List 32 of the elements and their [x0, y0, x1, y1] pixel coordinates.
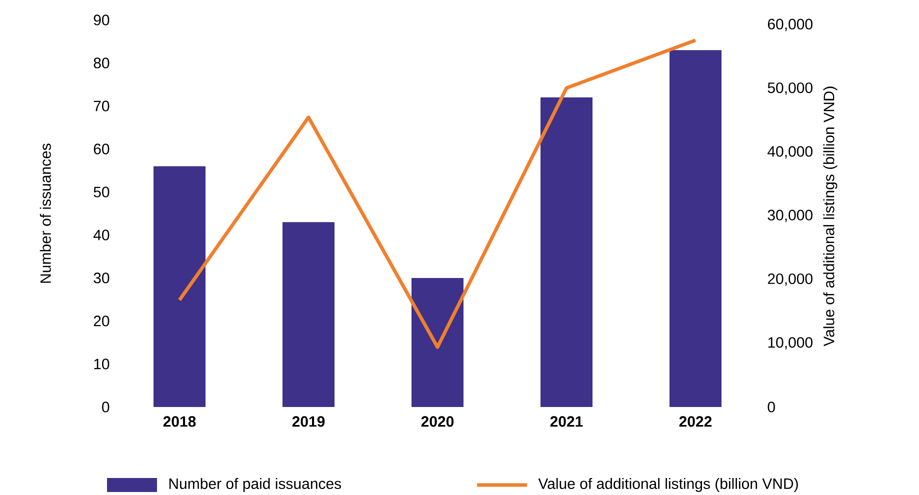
y-tick-label: 50 [94, 186, 110, 198]
y-tick-label: 40 [93, 230, 110, 240]
x-tick-label: 2021 [550, 416, 583, 427]
x-tick-label: 2020 [421, 416, 454, 427]
y-tick-label: 60 [94, 144, 110, 154]
y2-axis-title: Value of additional listings (billion VND) [823, 86, 838, 346]
y-tick-label: 20 [94, 316, 110, 326]
line-series [178, 38, 698, 349]
y2-tick-label: 30,000 [768, 210, 812, 222]
x-tick-label: 2019 [292, 416, 325, 427]
legend-label: Number of paid issuances [169, 478, 342, 492]
bar [412, 278, 464, 407]
y2-tick-label: 40,000 [768, 146, 812, 159]
y-tick-label: 70 [94, 100, 110, 112]
y2-tick-label: 10,000 [768, 337, 812, 350]
y2-tick-label: 0 [768, 402, 775, 412]
y2-tick-label: 20,000 [768, 273, 812, 286]
y2-tick-label: 50,000 [768, 82, 812, 95]
y-axis-title: Number of issuances [40, 144, 51, 283]
y-tick-label: 10 [94, 358, 110, 370]
y-tick-label: 30 [94, 272, 110, 284]
y-tick-label: 90 [94, 14, 110, 26]
y2-tick-label: 60,000 [768, 18, 812, 32]
y-tick-label: 0 [102, 402, 110, 412]
x-tick-label: 2022 [679, 416, 712, 427]
y-tick-label: 80 [94, 58, 110, 68]
bar [154, 166, 206, 407]
legend-label: Value of additional listings (billion VND) [538, 478, 798, 492]
bar [540, 97, 592, 407]
bar [282, 222, 335, 407]
x-tick-label: 2018 [163, 416, 196, 427]
bar [669, 50, 722, 407]
